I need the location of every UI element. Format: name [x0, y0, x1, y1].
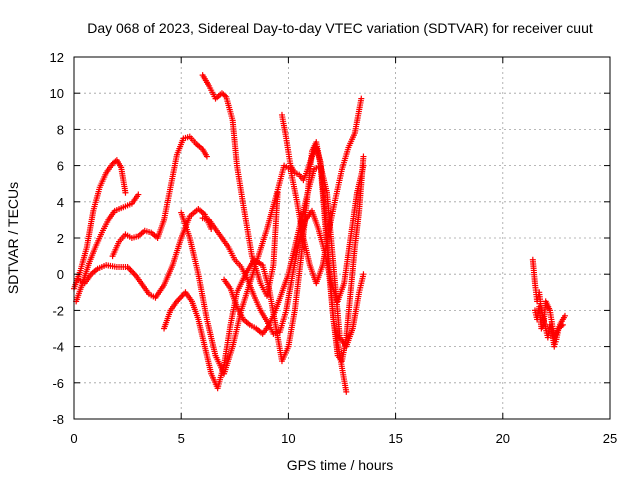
data-marker — [135, 191, 142, 198]
data-marker — [561, 312, 568, 319]
y-tick-label: 12 — [50, 50, 64, 65]
data-marker — [203, 153, 210, 160]
x-tick-label: 10 — [281, 431, 295, 446]
y-tick-label: -6 — [52, 376, 64, 391]
y-tick-label: 10 — [50, 86, 64, 101]
grid — [74, 57, 610, 419]
data-points — [71, 72, 568, 395]
x-tick-label: 25 — [603, 431, 617, 446]
data-marker — [360, 153, 367, 160]
x-axis-label: GPS time / hours — [287, 457, 394, 473]
series-track-12 — [531, 298, 566, 341]
y-tick-label: 0 — [57, 267, 64, 282]
data-marker — [122, 189, 129, 196]
y-tick-label: 4 — [57, 195, 64, 210]
series-track-1 — [71, 157, 129, 292]
data-marker — [358, 95, 365, 102]
data-marker — [343, 388, 350, 395]
y-tick-label: 8 — [57, 122, 64, 137]
series-track-8 — [178, 95, 365, 377]
y-tick-label: -4 — [52, 340, 64, 355]
y-tick-label: -8 — [52, 412, 64, 427]
data-marker — [559, 321, 566, 328]
x-tick-label: 5 — [178, 431, 185, 446]
series-track-4 — [109, 133, 210, 260]
chart-title: Day 068 of 2023, Sidereal Day-to-day VTE… — [87, 20, 593, 36]
ticks: 0 5 10 15 20 25 -8 -6 -4 -2 0 2 4 6 8 10 12 — [50, 50, 618, 446]
x-tick-label: 20 — [496, 431, 510, 446]
y-axis-label: SDTVAR / TECUs — [5, 182, 21, 294]
data-marker — [360, 271, 367, 278]
series-track-3 — [75, 206, 215, 301]
y-tick-label: 6 — [57, 159, 64, 174]
series-track-2 — [73, 191, 142, 305]
x-tick-label: 15 — [388, 431, 402, 446]
x-tick-label: 0 — [70, 431, 77, 446]
series-track-10 — [278, 111, 367, 365]
y-tick-label: 2 — [57, 231, 64, 246]
y-tick-label: -2 — [52, 303, 64, 318]
